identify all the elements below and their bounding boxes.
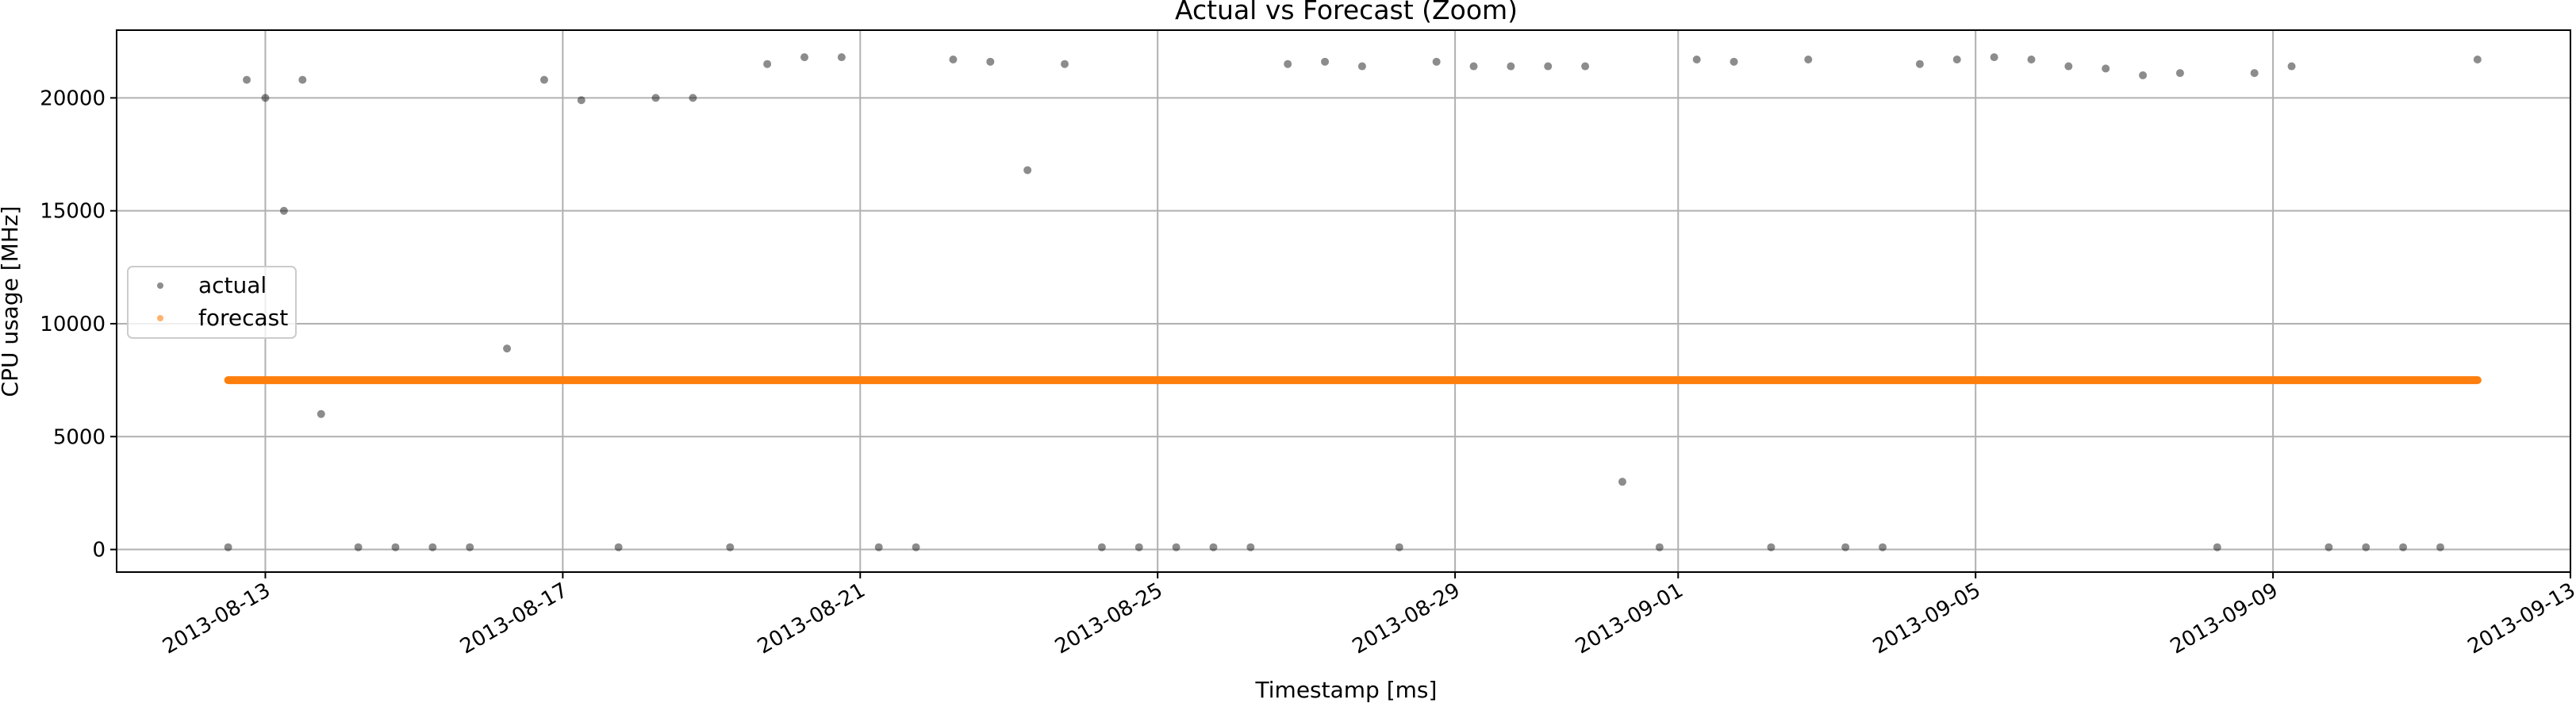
- actual-point: [1023, 166, 1032, 175]
- legend-forecast-label: forecast: [198, 305, 288, 331]
- chart-title: Actual vs Forecast (Zoom): [1175, 0, 1518, 25]
- actual-point: [2287, 62, 2296, 71]
- actual-point: [874, 543, 883, 551]
- legend: actual forecast: [127, 266, 297, 339]
- actual-point: [763, 60, 772, 68]
- actual-point: [391, 543, 400, 551]
- legend-forecast-marker: [157, 315, 163, 321]
- actual-point: [1990, 53, 1998, 62]
- actual-point: [986, 57, 995, 66]
- actual-point: [317, 409, 325, 418]
- y-tick-label: 10000: [40, 313, 106, 336]
- actual-point: [1321, 57, 1330, 66]
- actual-point: [1469, 62, 1478, 71]
- actual-point: [2399, 543, 2408, 551]
- y-tick-label: 5000: [53, 425, 106, 449]
- actual-point: [2325, 543, 2333, 551]
- y-tick-label: 20000: [40, 86, 106, 110]
- actual-point: [261, 94, 270, 102]
- actual-point: [2473, 55, 2482, 63]
- actual-point: [1804, 55, 1813, 63]
- actual-point: [1692, 55, 1701, 63]
- actual-point: [949, 55, 958, 63]
- actual-point: [1097, 543, 1106, 551]
- actual-point: [466, 543, 474, 551]
- legend-actual-marker: [157, 282, 163, 289]
- x-axis-ticks: 2013-08-13 2013-08-17 2013-08-21 2013-08-25…: [159, 572, 2576, 659]
- x-tick-label: 2013-09-01: [1572, 578, 1687, 659]
- actual-series: [224, 53, 2482, 551]
- actual-point: [1172, 543, 1181, 551]
- x-tick-label: 2013-09-09: [2167, 578, 2282, 659]
- x-tick-label: 2013-08-29: [1349, 578, 1465, 659]
- actual-point: [2175, 69, 2184, 78]
- x-tick-label: 2013-09-05: [1869, 578, 1985, 659]
- y-tick-label: 0: [92, 539, 106, 563]
- actual-point: [1246, 543, 1255, 551]
- actual-point: [1357, 62, 1366, 71]
- actual-point: [651, 94, 660, 102]
- actual-point: [224, 543, 232, 551]
- actual-point: [2139, 71, 2148, 79]
- x-tick-label: 2013-08-17: [456, 578, 572, 659]
- actual-point: [1879, 543, 1887, 551]
- actual-point: [1655, 543, 1664, 551]
- actual-point: [1841, 543, 1850, 551]
- actual-point: [1952, 55, 1961, 63]
- actual-point: [1432, 57, 1441, 66]
- x-tick-label: 2013-08-13: [159, 578, 274, 659]
- x-tick-label: 2013-08-21: [754, 578, 870, 659]
- actual-point: [1618, 478, 1626, 486]
- grid-lines: [117, 30, 2571, 572]
- actual-point: [1395, 543, 1403, 551]
- actual-point: [2362, 543, 2371, 551]
- actual-point: [2250, 69, 2259, 78]
- actual-point: [837, 53, 846, 62]
- actual-point: [243, 75, 251, 84]
- actual-point: [279, 206, 288, 215]
- y-axis-ticks: 0 5000 10000 15000 20000: [40, 86, 117, 563]
- actual-point: [2064, 62, 2073, 71]
- legend-actual-label: actual: [198, 272, 267, 298]
- y-axis-label: CPU usage [MHz]: [0, 206, 23, 398]
- actual-point: [912, 543, 920, 551]
- actual-point: [1284, 60, 1292, 68]
- x-tick-label: 2013-09-13: [2464, 578, 2576, 659]
- actual-point: [1544, 62, 1553, 71]
- actual-point: [2436, 543, 2444, 551]
- actual-point: [2102, 64, 2110, 73]
- actual-point: [726, 543, 735, 551]
- actual-point: [428, 543, 437, 551]
- actual-point: [1134, 543, 1143, 551]
- actual-point: [1061, 60, 1069, 68]
- actual-point: [2213, 543, 2221, 551]
- actual-point: [1581, 62, 1590, 71]
- actual-point: [298, 75, 307, 84]
- legend-box: [127, 266, 297, 339]
- actual-point: [577, 96, 585, 105]
- plot-frame: [116, 29, 2571, 573]
- actual-point: [800, 53, 808, 62]
- x-tick-label: 2013-08-25: [1051, 578, 1167, 659]
- actual-point: [1915, 60, 1924, 68]
- actual-point: [539, 75, 548, 84]
- actual-point: [1729, 57, 1738, 66]
- actual-point: [503, 344, 512, 353]
- actual-point: [1209, 543, 1218, 551]
- x-axis-label: Timestamp [ms]: [1255, 677, 1438, 703]
- y-tick-label: 15000: [40, 200, 106, 224]
- actual-point: [614, 543, 623, 551]
- actual-point: [2027, 55, 2036, 63]
- actual-point: [1507, 62, 1515, 71]
- actual-point: [689, 94, 697, 102]
- actual-point: [1767, 543, 1776, 551]
- actual-point: [354, 543, 363, 551]
